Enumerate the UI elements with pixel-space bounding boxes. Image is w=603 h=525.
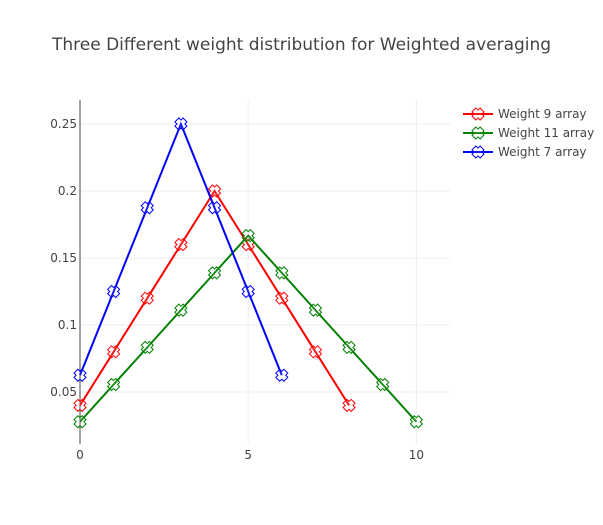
series-weight-9-array xyxy=(73,184,356,413)
data-point xyxy=(241,284,255,299)
y-tick-label: 0.05 xyxy=(50,385,77,399)
data-point xyxy=(174,303,188,317)
data-point xyxy=(73,368,87,382)
legend-swatch-marker xyxy=(471,145,485,159)
y-tick-label: 0.1 xyxy=(58,318,77,332)
data-point xyxy=(342,340,356,355)
data-point xyxy=(275,266,289,280)
legend-label: Weight 7 array xyxy=(498,145,587,159)
data-point xyxy=(308,345,323,359)
series-weight-7-array xyxy=(73,117,289,382)
series-weight-11-array xyxy=(73,228,424,429)
data-point xyxy=(409,415,424,429)
data-point xyxy=(376,377,390,392)
x-tick-label: 10 xyxy=(409,448,424,462)
data-point xyxy=(308,303,323,317)
data-point xyxy=(275,368,289,382)
data-point xyxy=(140,201,154,215)
legend-item[interactable]: Weight 7 array xyxy=(463,145,587,159)
series-line xyxy=(79,189,350,406)
data-point xyxy=(174,117,188,131)
x-tick-label: 5 xyxy=(244,448,252,462)
series-line xyxy=(79,121,283,376)
legend-item[interactable]: Weight 9 array xyxy=(463,107,587,121)
legend-label: Weight 11 array xyxy=(498,126,594,140)
axes: 0.05 0.1 0.15 0.2 0.25 0 5 10 xyxy=(50,100,424,462)
data-point xyxy=(207,184,222,198)
series-line xyxy=(79,234,418,423)
legend[interactable]: Weight 9 array Weight 11 array Weight 7 ar… xyxy=(463,107,594,159)
data-point xyxy=(174,237,188,252)
y-tick-label: 0.2 xyxy=(58,184,77,198)
y-tick-label: 0.25 xyxy=(50,117,77,131)
legend-item[interactable]: Weight 11 array xyxy=(463,126,594,140)
data-point xyxy=(106,284,121,299)
y-tick-label: 0.15 xyxy=(50,251,77,265)
data-point xyxy=(207,201,222,215)
legend-swatch-marker xyxy=(471,126,485,140)
data-point xyxy=(140,340,154,355)
data-point xyxy=(106,345,121,359)
legend-label: Weight 9 array xyxy=(498,107,587,121)
data-point xyxy=(342,398,356,413)
x-tick-label: 0 xyxy=(76,448,84,462)
grid xyxy=(80,100,450,444)
data-point xyxy=(275,291,289,305)
data-point xyxy=(106,377,121,392)
data-point xyxy=(241,228,255,243)
chart-title: Three Different weight distribution for … xyxy=(51,35,551,55)
data-point xyxy=(140,291,154,305)
data-point xyxy=(73,398,87,413)
legend-swatch-marker xyxy=(471,107,485,121)
series-layer xyxy=(73,117,424,429)
data-point xyxy=(207,266,222,280)
data-point xyxy=(73,415,87,429)
